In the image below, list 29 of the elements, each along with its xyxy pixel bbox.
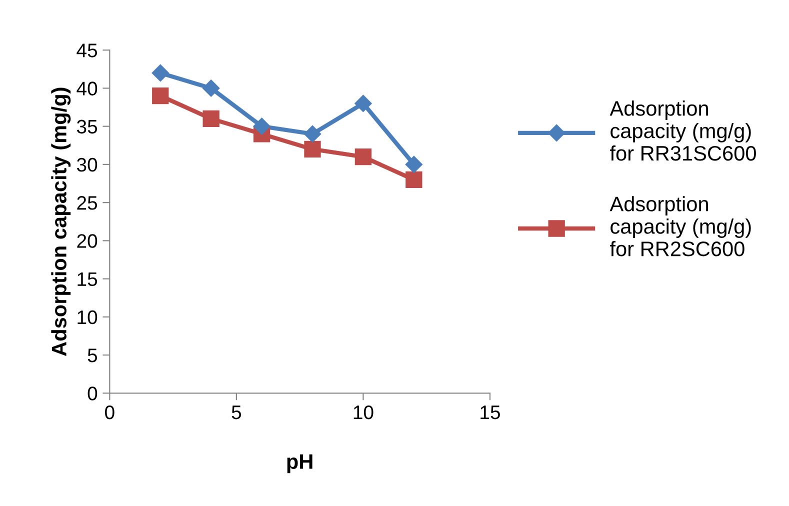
y-axis-title: Adsorption capacity (mg/g) bbox=[51, 88, 71, 356]
point bbox=[202, 80, 220, 97]
point bbox=[202, 110, 220, 128]
y-tick-label: 5 bbox=[88, 348, 98, 362]
legend-label: Adsorption capacity (mg/g) for RR2SC600 bbox=[610, 196, 751, 256]
x-tick-label: 10 bbox=[354, 405, 374, 420]
x-tick-label: 0 bbox=[105, 405, 114, 420]
point bbox=[406, 171, 422, 188]
legend-label: Adsorption capacity (mg/g) for RR31SC600 bbox=[610, 100, 756, 161]
point bbox=[354, 94, 372, 112]
x-tick-label: 5 bbox=[232, 406, 242, 420]
point bbox=[253, 118, 270, 135]
y-tick-label: 20 bbox=[77, 234, 98, 248]
point bbox=[354, 148, 372, 166]
point bbox=[304, 125, 322, 143]
point bbox=[405, 156, 422, 173]
x-tick-label: 15 bbox=[480, 406, 500, 420]
y-tick-label: 15 bbox=[78, 272, 98, 286]
y-tick-label: 45 bbox=[76, 44, 98, 58]
point bbox=[152, 64, 169, 82]
y-tick-label: 10 bbox=[78, 310, 98, 324]
x-axis-title: pH bbox=[287, 454, 312, 474]
y-tick-label: 30 bbox=[76, 158, 98, 172]
y-tick-label: 35 bbox=[76, 120, 98, 134]
y-tick-label: 40 bbox=[76, 82, 98, 96]
y-tick-label: 25 bbox=[77, 196, 98, 210]
point bbox=[304, 140, 321, 158]
y-tick-label: 0 bbox=[88, 386, 98, 400]
point bbox=[152, 88, 169, 104]
